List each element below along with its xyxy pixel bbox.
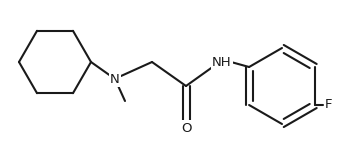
Text: F: F — [325, 99, 333, 111]
Text: O: O — [181, 122, 191, 134]
Text: NH: NH — [212, 55, 232, 69]
Text: N: N — [110, 73, 120, 85]
